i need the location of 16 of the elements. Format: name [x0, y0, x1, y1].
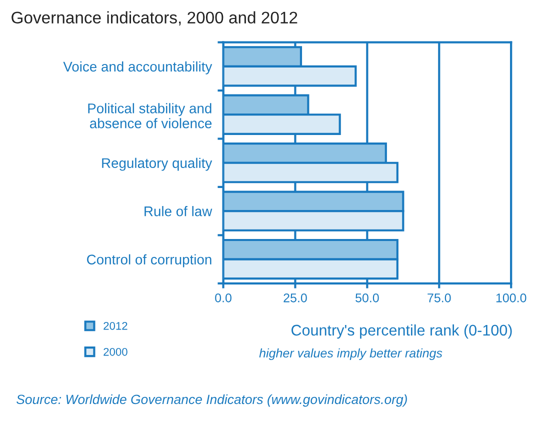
x-tick-label: 75.0 — [428, 293, 451, 302]
y-tick-label: Voice and accountability — [63, 61, 212, 74]
x-axis-title: Country's percentile rank (0-100) — [292, 324, 512, 339]
chart-title: Governance indicators, 2000 and 2012 — [12, 11, 298, 26]
y-tick-label: Rule of law — [144, 206, 212, 216]
y-tick-label: Regulatory quality — [102, 158, 212, 171]
x-tick-label: 0.0 — [215, 293, 232, 302]
x-tick-label: 100.0 — [496, 293, 526, 302]
x-tick-label: 50.0 — [356, 293, 379, 302]
y-tick-label: Political stability and absence of violence — [88, 103, 212, 128]
y-tick-label: Control of corruption — [87, 254, 212, 268]
text: higher values imply better ratings — [259, 348, 442, 360]
legend-label: 2012 — [104, 322, 128, 330]
source-note: Source: Worldwide Governance Indicators (www.govindicators.org) — [16, 394, 407, 407]
x-tick-label: 25.0 — [284, 293, 307, 302]
legend-label: 2000 — [104, 348, 128, 356]
